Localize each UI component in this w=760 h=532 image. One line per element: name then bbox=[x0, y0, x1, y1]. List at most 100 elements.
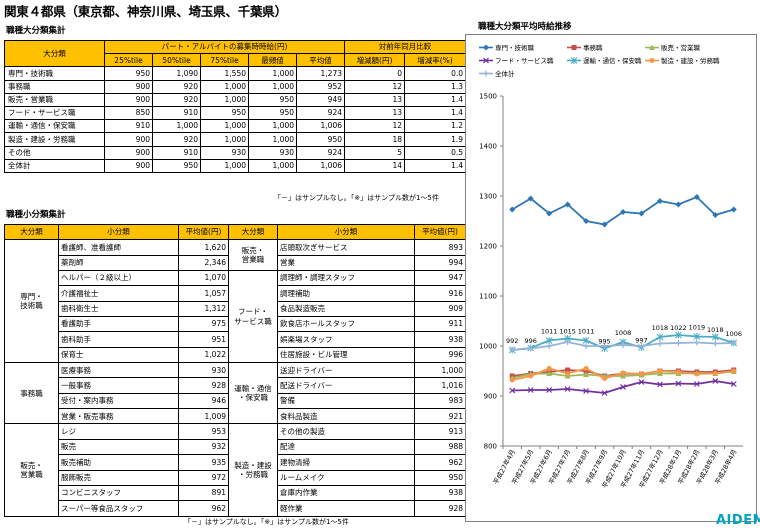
row-value: 1,006 bbox=[296, 119, 345, 134]
item-name: 販売補助 bbox=[58, 454, 179, 471]
data-point bbox=[583, 388, 590, 394]
data-point bbox=[693, 194, 700, 200]
row-value: 910 bbox=[152, 145, 201, 160]
header-avg-right: 平均値(円) bbox=[414, 223, 466, 241]
item-name: 営業 bbox=[277, 254, 415, 272]
data-point bbox=[546, 370, 553, 376]
item-value: 953 bbox=[178, 423, 229, 440]
row-value: 950 bbox=[248, 105, 297, 121]
header-major-right: 大分類 bbox=[228, 223, 278, 241]
item-name: 住居施設・ビル管理 bbox=[277, 346, 415, 364]
item-name: 歯科助手 bbox=[58, 331, 179, 348]
item-value: 994 bbox=[414, 254, 466, 272]
legend-label: 製造・建設・労務職 bbox=[661, 56, 720, 65]
data-point bbox=[565, 371, 571, 376]
row-value: 1,000 bbox=[200, 158, 249, 173]
row-value: 1.4 bbox=[404, 92, 466, 107]
item-name: 食料品製造 bbox=[277, 408, 415, 425]
data-point bbox=[638, 343, 645, 349]
major-section-title: 職種大分類集計 bbox=[6, 26, 66, 36]
item-name: 医療事務 bbox=[58, 362, 179, 379]
legend-marker bbox=[649, 58, 655, 63]
y-tick-label: 1300 bbox=[479, 193, 497, 201]
chart-title: 職種大分類平均時給推移 bbox=[478, 22, 572, 32]
row-value: 930 bbox=[248, 145, 297, 160]
item-name: スーパー等食品スタッフ bbox=[58, 500, 179, 517]
row-name: 全体計 bbox=[4, 158, 105, 173]
legend-label: 販売・営業職 bbox=[661, 43, 701, 52]
table-row: 歯科助手 951 娯楽場スタッフ 938 bbox=[5, 331, 466, 348]
table-row: 全体計 900 950 1,000 1,000 1,006 14 1.4 bbox=[4, 158, 466, 173]
header-wage-group: パート・アルバイトの募集時時給(円) bbox=[104, 39, 345, 55]
row-value: 1.4 bbox=[404, 105, 466, 121]
data-point bbox=[601, 221, 608, 228]
item-name: 保育士 bbox=[58, 346, 179, 364]
row-value: 1,273 bbox=[296, 66, 345, 81]
data-point bbox=[620, 209, 626, 215]
data-label: 1015 bbox=[559, 328, 576, 336]
item-name: 娯楽場スタッフ bbox=[277, 331, 415, 348]
data-point bbox=[564, 386, 571, 392]
legend-label: フード・サービス職 bbox=[495, 56, 554, 65]
header-yoy-group: 対前年同月比較 bbox=[344, 39, 466, 55]
item-name: 建物清掃 bbox=[277, 454, 415, 471]
item-value: 916 bbox=[414, 285, 466, 302]
item-name: コンビニスタッフ bbox=[58, 484, 179, 502]
data-point bbox=[693, 339, 700, 346]
data-point bbox=[656, 340, 663, 347]
item-value: 951 bbox=[178, 331, 229, 348]
row-value: 1,090 bbox=[152, 66, 201, 81]
item-value: 1,070 bbox=[178, 270, 229, 287]
row-value: 1.9 bbox=[404, 132, 466, 147]
row-value: 1,000 bbox=[200, 92, 249, 107]
row-value: 1,000 bbox=[248, 79, 297, 94]
data-point bbox=[730, 206, 737, 213]
data-point bbox=[620, 384, 626, 390]
item-name: 介護福祉士 bbox=[58, 285, 179, 302]
item-name: レジ bbox=[58, 423, 179, 440]
y-tick-label: 800 bbox=[484, 443, 497, 451]
data-point bbox=[693, 333, 701, 340]
row-value: 950 bbox=[152, 158, 201, 173]
row-name: 運輸・通信・保安職 bbox=[4, 119, 105, 134]
group-name: 販売・ 営業職 bbox=[228, 239, 278, 272]
item-value: 1,009 bbox=[178, 408, 229, 425]
table-row: 専門・技術職 950 1,090 1,550 1,000 1,273 0 0.0 bbox=[4, 66, 466, 81]
data-point bbox=[583, 368, 589, 374]
item-value: 932 bbox=[178, 438, 229, 456]
data-point bbox=[565, 367, 571, 373]
table-row: 薬剤師 2,346 営業 994 bbox=[5, 254, 466, 272]
data-label: 996 bbox=[524, 337, 536, 345]
item-value: 962 bbox=[414, 454, 466, 471]
table-row: 販売・営業職 900 920 1,000 950 949 13 1.4 bbox=[4, 92, 466, 107]
data-point bbox=[509, 387, 516, 394]
row-value: 900 bbox=[104, 132, 153, 147]
data-point bbox=[564, 201, 571, 208]
item-name: 服飾販売 bbox=[58, 469, 179, 486]
data-label: 997 bbox=[635, 337, 647, 345]
data-point bbox=[730, 381, 737, 387]
item-value: 1,057 bbox=[178, 285, 229, 302]
data-label: 992 bbox=[506, 337, 518, 345]
table-row: 受付・案内事務 946 警備 983 bbox=[5, 392, 466, 410]
item-value: 911 bbox=[414, 316, 466, 333]
data-point bbox=[527, 387, 534, 393]
header-col: 平均値 bbox=[296, 53, 345, 68]
table-row: 事務職 医療事務 930 運輸・通信 ・保安職 送迎ドライバー 1,000 bbox=[4, 362, 466, 425]
data-point bbox=[620, 373, 626, 379]
item-value: 928 bbox=[414, 500, 466, 517]
legend-label: 全体計 bbox=[495, 69, 515, 78]
item-name: 警備 bbox=[277, 392, 415, 410]
header-avg-left: 平均値(円) bbox=[178, 223, 229, 241]
table-row: 営業・販売事務 1,009 食料品製造 921 bbox=[5, 408, 466, 425]
row-value: 12 bbox=[344, 79, 405, 94]
item-name: 一般事務 bbox=[58, 377, 179, 394]
data-point bbox=[620, 342, 626, 348]
data-point bbox=[656, 333, 664, 341]
item-value: 1,016 bbox=[414, 377, 466, 394]
row-value: 950 bbox=[104, 66, 153, 81]
data-point bbox=[583, 366, 589, 371]
row-value: 1,550 bbox=[200, 66, 249, 81]
data-point bbox=[564, 339, 571, 345]
row-value: 1.4 bbox=[404, 158, 466, 173]
